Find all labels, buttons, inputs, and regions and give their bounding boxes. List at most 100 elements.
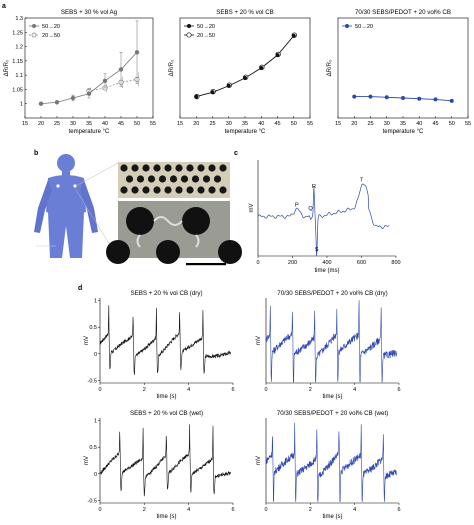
y-tick-label: 1.2 [15, 45, 23, 51]
chart-title: SEBS + 20 % vol CB (wet) [130, 410, 203, 417]
plot-d2: 70/30 SEBS/PEDOT + 20 vol% CB (dry) 0 2 4 6 t… [256, 290, 401, 400]
x-tick-label: 6 [397, 507, 400, 513]
body-left-arm [34, 180, 52, 233]
legend-label: 20→50 [197, 33, 215, 39]
plot-d1: SEBS + 20 % vol CB (dry)0 2 4 6-0.500.51tim… [84, 290, 235, 400]
x-axis-label: temperature °C [69, 129, 110, 135]
legend-marker [31, 32, 37, 38]
body-neck [62, 170, 70, 177]
body-torso [46, 175, 86, 215]
electrode-dot [202, 175, 211, 183]
electrode-dot [147, 175, 156, 183]
x-tick-label: 55 [307, 121, 313, 127]
electrode-dot [208, 186, 216, 194]
x-tick-label: 200 [288, 260, 297, 266]
x-tick-label: 4 [353, 387, 356, 393]
x-tick-label: 25 [367, 121, 373, 127]
body-right-arm [80, 180, 98, 233]
data-point-50-20 [86, 91, 92, 96]
data-point-50-20 [384, 95, 389, 100]
data-point-50-20 [368, 94, 373, 99]
y-axis-label: ΔR/R₀ [327, 59, 333, 76]
wave-label-s: S [315, 247, 319, 253]
data-point-50-20 [449, 98, 454, 103]
electrode-dot [125, 175, 134, 183]
electrode-dot [158, 175, 167, 183]
y-tick-label: 1.25 [12, 30, 23, 36]
electrode-dot [164, 186, 172, 194]
zoom-line-top [75, 162, 119, 187]
plot-d3: SEBS + 20 % vol CB (wet)0 2 4 6-0.500.51tim… [84, 410, 235, 520]
panel-label-c: c [234, 150, 238, 157]
chart-title: 70/30 SEBS/PEDOT + 20 vol% CB [355, 9, 451, 16]
legend-marker [187, 24, 191, 28]
x-tick-label: 20 [38, 121, 44, 127]
x-tick-label: 800 [391, 260, 400, 266]
y-axis-label: mV [84, 456, 90, 465]
y-tick-label: 1.1 [15, 73, 23, 79]
wave-label-t: T [360, 178, 364, 184]
data-point-50-20 [54, 100, 60, 105]
x-tick-label: 35 [86, 121, 92, 127]
x-tick-label: 50 [291, 121, 297, 127]
data-point-50-20 [291, 33, 296, 38]
chart-title: SEBS + 20 % vol CB (dry) [130, 290, 202, 297]
y-tick-label: 0.5 [89, 445, 97, 451]
electrode-dot [175, 164, 183, 172]
data-point-50-20 [275, 53, 280, 58]
electrode-leg [64, 250, 68, 254]
x-tick-label: 40 [102, 121, 108, 127]
x-tick-label: 40 [258, 121, 264, 127]
electrode-dot [142, 186, 150, 194]
x-tick-label: 0 [264, 507, 267, 513]
chart-title: SEBS + 30 % vol Ag [61, 9, 118, 16]
x-tick-label: 45 [432, 121, 438, 127]
legend-label: 50→20 [197, 24, 215, 30]
data-point-50-20 [259, 66, 264, 70]
data-point-50-20 [118, 67, 124, 72]
chart-title: SEBS + 20 % vol CB [216, 9, 274, 16]
x-tick-label: 2 [309, 387, 312, 393]
x-tick-label: 4 [187, 507, 190, 513]
x-tick-label: 0 [98, 507, 101, 513]
electrode-ra [56, 184, 60, 188]
electrode-dot [191, 175, 200, 183]
ecg-trace [265, 300, 397, 383]
y-tick-label: 0 [94, 472, 97, 478]
x-tick-label: 35 [242, 121, 248, 127]
y-axis-label: ΔR/R₀ [169, 59, 175, 76]
x-axis-label: temperature °C [225, 129, 266, 135]
x-tick-label: 6 [397, 387, 400, 393]
ecg-trace [99, 424, 231, 497]
wave-label-p: P [295, 203, 299, 209]
electrode-dot [208, 164, 216, 172]
body-head [57, 154, 75, 172]
ecg-trace [99, 305, 231, 375]
x-tick-label: 0 [98, 387, 101, 393]
x-tick-label: 20 [193, 121, 199, 127]
x-tick-label: 50 [449, 121, 455, 127]
x-tick-label: 2 [143, 387, 146, 393]
x-tick-label: 6 [231, 387, 234, 393]
x-tick-label: 15 [335, 121, 341, 127]
electrode-dot [186, 164, 194, 172]
chart-title: 70/30 SEBS/PEDOT + 20 vol% CB (wet) [277, 410, 388, 417]
x-tick-label: 15 [177, 121, 183, 127]
wave-label-q: Q [308, 206, 313, 212]
y-axis-label: mV [84, 336, 90, 345]
micrograph-bottom [106, 201, 242, 266]
x-axis-label: time (ms) [315, 268, 340, 274]
legend-marker [32, 24, 36, 28]
panel-label-b: b [34, 150, 38, 157]
x-tick-label: 25 [54, 121, 60, 127]
x-axis-label: time (s) [323, 514, 343, 520]
x-axis-label: temperature °C [383, 129, 424, 135]
x-tick-label: 30 [226, 121, 232, 127]
x-tick-label: 400 [322, 260, 331, 266]
legend-label: 50→20 [355, 24, 373, 30]
panel-label-a: a [2, 3, 6, 10]
data-point-50-20 [417, 96, 422, 101]
scale-bar [186, 263, 226, 266]
electrode-dot [175, 186, 183, 194]
micrograph-top [118, 162, 230, 198]
